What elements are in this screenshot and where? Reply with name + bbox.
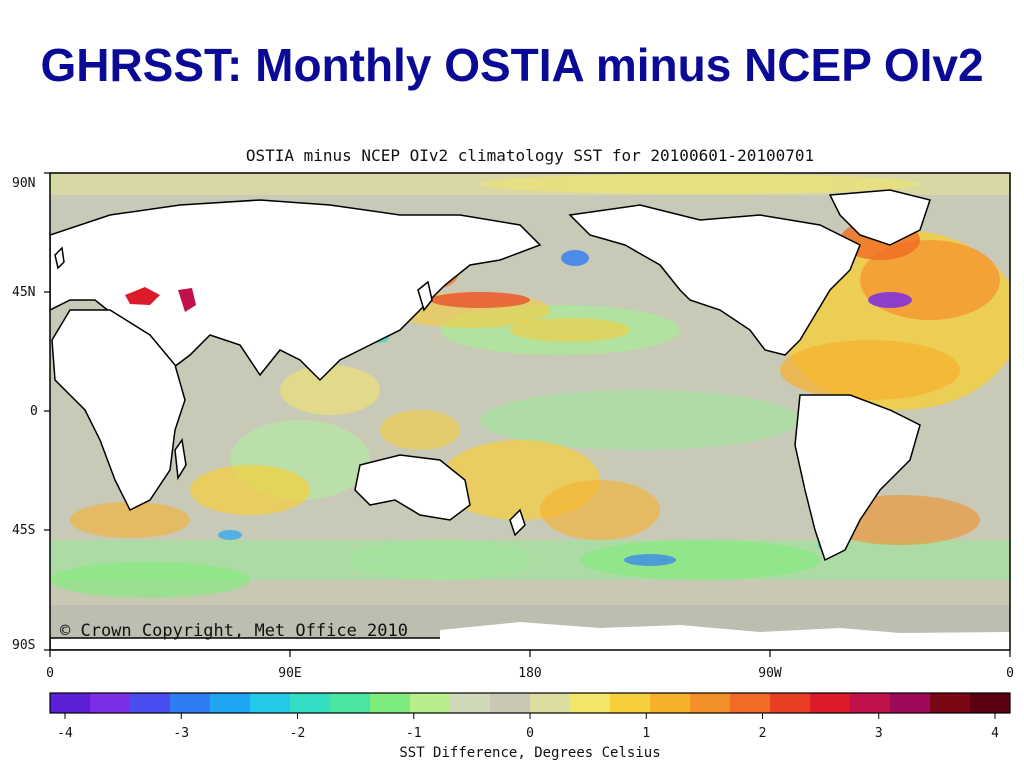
- colorbar-swatch: [130, 693, 171, 713]
- colorbar-tick-label: 2: [758, 726, 767, 741]
- lat-label-equator: 0: [30, 404, 38, 419]
- lon-label-90w: 90W: [758, 666, 782, 681]
- land-masses: [50, 189, 1010, 650]
- colorbar-swatch: [290, 693, 331, 713]
- colorbar-swatch: [210, 693, 251, 713]
- colorbar-swatch: [170, 693, 211, 713]
- lat-label-45s: 45S: [12, 523, 36, 538]
- colorbar-swatch: [90, 693, 131, 713]
- lat-label-90n: 90N: [12, 176, 36, 191]
- colorbar-swatch: [490, 693, 531, 713]
- lat-label-45n: 45N: [12, 285, 36, 300]
- lon-label-0-east: 0: [1006, 666, 1014, 681]
- colorbar-swatch: [50, 693, 91, 713]
- colorbar-swatch: [810, 693, 851, 713]
- colorbar-swatch: [730, 693, 771, 713]
- colorbar-tick-label: -3: [173, 726, 190, 741]
- lon-label-0: 0: [46, 666, 54, 681]
- lon-label-180: 180: [518, 666, 542, 681]
- colorbar-swatch: [250, 693, 291, 713]
- colorbar-swatch: [370, 693, 411, 713]
- colorbar-swatch: [530, 693, 571, 713]
- colorbar: [50, 693, 1011, 713]
- colorbar-tick-label: 0: [526, 726, 534, 741]
- colorbar-title: SST Difference, Degrees Celsius: [399, 745, 661, 761]
- colorbar-swatch: [850, 693, 891, 713]
- slide-title: GHRSST: Monthly OSTIA minus NCEP OIv2: [40, 39, 984, 91]
- colorbar-tick-label: -4: [57, 726, 73, 741]
- colorbar-swatch: [650, 693, 691, 713]
- colorbar-tick-label: -1: [405, 726, 422, 741]
- colorbar-swatch: [970, 693, 1011, 713]
- colorbar-swatch: [610, 693, 651, 713]
- lon-label-90e: 90E: [278, 666, 302, 681]
- colorbar-tick-label: 4: [991, 726, 999, 741]
- axis-ticks: [44, 172, 1011, 657]
- colorbar-ticks: [64, 713, 996, 719]
- colorbar-swatch: [410, 693, 451, 713]
- colorbar-swatch: [890, 693, 931, 713]
- colorbar-swatch: [770, 693, 811, 713]
- colorbar-tick-label: 3: [874, 726, 883, 741]
- colorbar-swatch: [690, 693, 731, 713]
- colorbar-tick-label: 1: [642, 726, 651, 741]
- colorbar-swatch: [930, 693, 971, 713]
- colorbar-swatch: [570, 693, 611, 713]
- sst-anomaly-field: [50, 173, 1010, 650]
- colorbar-tick-label: -2: [289, 726, 306, 741]
- colorbar-swatch: [450, 693, 491, 713]
- lat-label-90s: 90S: [12, 638, 36, 653]
- map-title: OSTIA minus NCEP OIv2 climatology SST fo…: [245, 146, 815, 165]
- colorbar-swatch: [330, 693, 371, 713]
- copyright-notice: © Crown Copyright, Met Office 2010: [60, 621, 408, 641]
